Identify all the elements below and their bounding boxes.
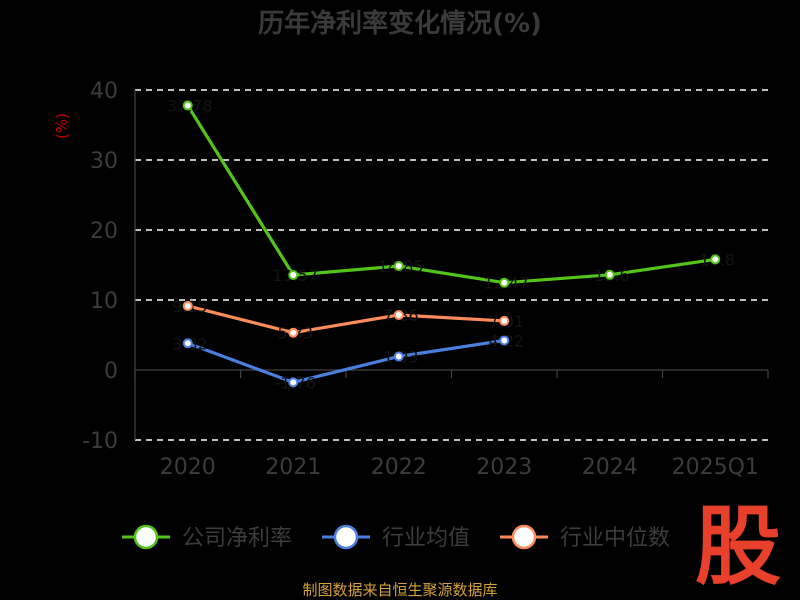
x-tick-label: 2021: [265, 455, 321, 480]
series-line: [186, 104, 716, 285]
series-lines: 37.7813.5714.8512.4713.615.8 3.82-1.761.9…: [167, 97, 735, 393]
x-tick-label: 2025Q1: [672, 455, 759, 480]
series-line: [187, 304, 505, 335]
x-tick-label: 2023: [476, 455, 532, 480]
data-point: [499, 335, 510, 346]
data-point: [182, 100, 193, 111]
legend-item-0[interactable]: 公司净利率: [122, 524, 292, 551]
data-point: [288, 377, 299, 388]
legend-label: 行业中位数: [560, 526, 670, 551]
y-axis-ticks: 40 30 20 10 0 -10: [82, 79, 118, 454]
y-tick-label: 20: [90, 219, 118, 244]
data-point: [393, 261, 404, 272]
series-2: 9.155.337.867.01: [172, 297, 524, 343]
data-point: [499, 277, 510, 288]
y-tick-label: 40: [90, 79, 118, 104]
series-line: [187, 338, 505, 384]
y-tick-label: 30: [90, 149, 118, 174]
data-point: [182, 338, 193, 349]
data-point: [710, 254, 721, 265]
data-point: [393, 351, 404, 362]
source-note: 制图数据来自恒生聚源数据库: [302, 581, 497, 599]
logo-mark: 股: [695, 497, 781, 597]
data-point: [499, 315, 510, 326]
legend[interactable]: 公司净利率 行业均值 行业中位数: [122, 524, 670, 551]
series-1: 3.82-1.761.934.22: [172, 331, 524, 392]
legend-marker: [333, 524, 359, 550]
legend-marker: [511, 524, 537, 550]
x-tick-label: 2022: [371, 455, 427, 480]
legend-item-2[interactable]: 行业中位数: [500, 524, 670, 551]
series-0: 37.7813.5714.8512.4713.615.8: [167, 97, 735, 293]
legend-label: 公司净利率: [182, 526, 292, 551]
x-axis-ticks: 2020 2021 2022 2023 2024 2025Q1: [160, 455, 759, 480]
y-axis-unit-label: (%): [53, 113, 71, 139]
x-tick-label: 2020: [160, 455, 216, 480]
data-point: [288, 270, 299, 281]
y-tick-label: 0: [104, 359, 118, 384]
data-point: [604, 269, 615, 280]
y-tick-label: -10: [82, 429, 118, 454]
legend-item-1[interactable]: 行业均值: [322, 524, 470, 551]
legend-label: 行业均值: [382, 526, 470, 551]
axes: [134, 90, 769, 440]
data-point: [393, 309, 404, 320]
x-tick-label: 2024: [582, 455, 638, 480]
data-point: [288, 327, 299, 338]
legend-marker: [133, 524, 159, 550]
chart-title: 历年净利率变化情况(%): [258, 8, 542, 39]
data-point: [182, 300, 193, 311]
y-tick-label: 10: [90, 289, 118, 314]
